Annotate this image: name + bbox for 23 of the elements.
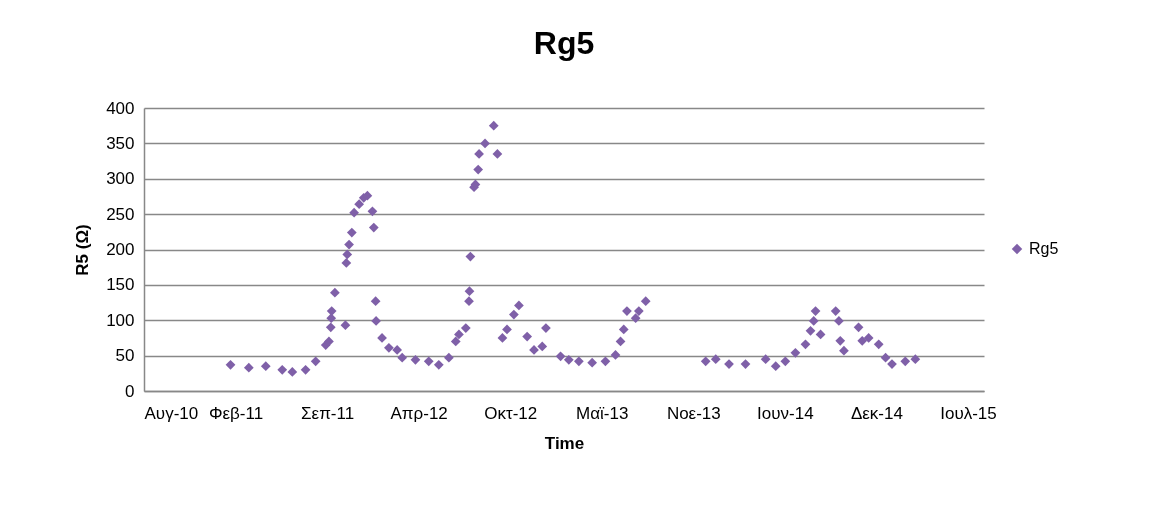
x-tick-label: Φεβ-11: [208, 403, 264, 423]
x-tick-label: Μαϊ-13: [576, 403, 629, 423]
y-tick-label: 350: [106, 133, 135, 153]
y-tick-label: 100: [106, 310, 135, 330]
x-tick-label: Απρ-12: [390, 403, 448, 423]
x-tick-label: Νοε-13: [666, 403, 721, 423]
x-tick-label: Σεπ-11: [301, 403, 355, 423]
y-tick-label: 200: [106, 240, 135, 259]
y-tick-label: 400: [106, 98, 135, 118]
x-tick-label: Αυγ-10: [144, 403, 199, 423]
x-tick-label: Δεκ-14: [850, 403, 903, 423]
x-axis-title: Time: [544, 433, 585, 453]
y-tick-label: 150: [106, 275, 135, 295]
chart-title: Rg5: [533, 25, 595, 61]
x-tick-label: Ιουν-14: [757, 403, 814, 423]
y-tick-label: 0: [125, 381, 135, 401]
x-tick-label: Οκτ-12: [484, 403, 538, 423]
y-tick-label: 50: [115, 346, 135, 366]
y-tick-label: 300: [106, 169, 135, 189]
y-axis-title: R5 (Ω): [73, 224, 93, 276]
y-tick-label: 250: [106, 204, 135, 224]
legend-label: Rg5: [1029, 240, 1059, 257]
x-tick-label: Ιουλ-15: [940, 403, 997, 423]
